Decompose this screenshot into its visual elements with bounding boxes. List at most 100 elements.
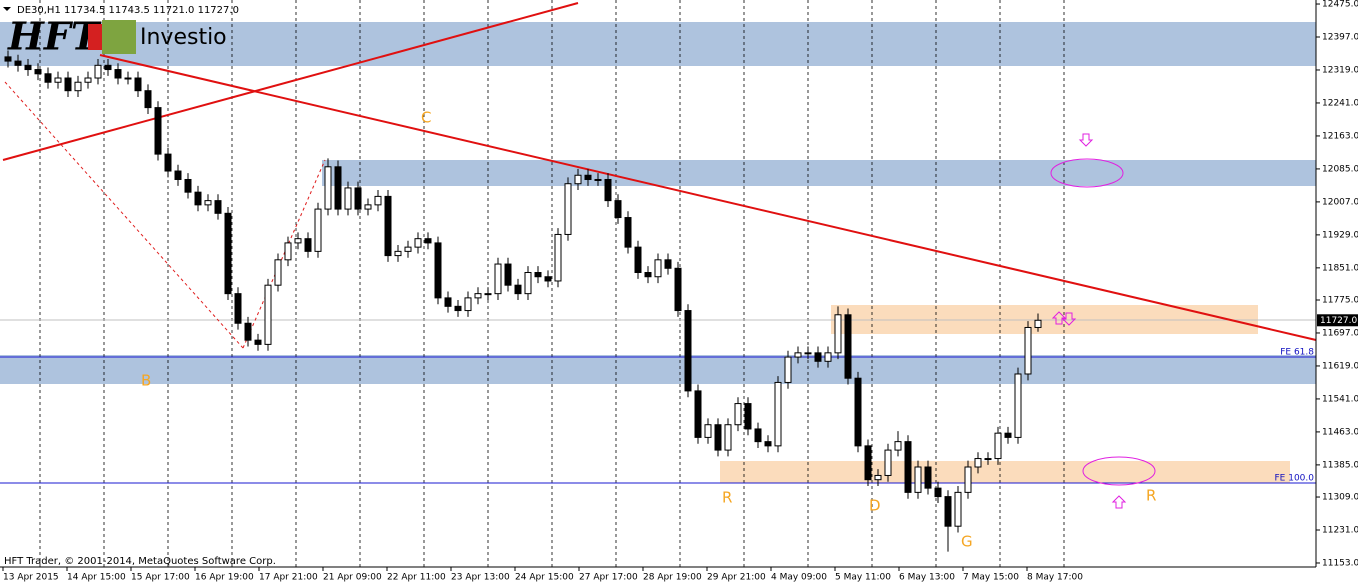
candle-body: [494, 263, 502, 295]
candle-body: [794, 352, 802, 358]
candle-body: [174, 170, 182, 180]
candle-body: [264, 284, 272, 345]
candle-body: [854, 377, 862, 447]
candle-body: [14, 60, 22, 66]
wave-label: G: [961, 533, 973, 551]
candle-body: [254, 339, 262, 345]
candle-body: [124, 77, 132, 80]
candle-body: [114, 69, 122, 79]
candle-body: [564, 183, 572, 235]
candle-body: [274, 259, 282, 286]
support-zone: [0, 355, 1316, 384]
candle-body: [914, 466, 922, 493]
arrow-up: [1111, 495, 1127, 509]
candle-body: [324, 166, 332, 210]
candle-body: [534, 272, 542, 278]
candle-body: [444, 297, 452, 307]
candle-body: [184, 178, 192, 193]
candle-body: [504, 263, 512, 286]
candle-body: [544, 276, 552, 282]
candle-body: [394, 250, 402, 257]
candle-body: [624, 217, 632, 248]
candle-body: [674, 267, 682, 312]
candle-body: [154, 107, 162, 155]
candle-body: [234, 293, 242, 324]
candle-body: [1004, 432, 1012, 438]
y-tick-label: 11463.0: [1322, 427, 1358, 437]
y-tick-label: 11851.0: [1322, 263, 1358, 273]
y-tick-label: 12007.0: [1322, 197, 1358, 207]
trend-line: [2, 2, 579, 161]
candle-body: [204, 200, 212, 206]
candle-body: [924, 466, 932, 489]
x-tick-label: 16 Apr 19:00: [195, 573, 254, 583]
x-tick-label: 14 Apr 15:00: [67, 573, 126, 583]
x-tick-label: 22 Apr 11:00: [387, 573, 446, 583]
target-zone: [720, 461, 1290, 483]
candle-body: [884, 449, 892, 476]
candle-body: [1024, 326, 1032, 375]
y-tick-label: 12475.0: [1322, 0, 1358, 10]
candle-body: [664, 259, 672, 269]
candle-body: [374, 195, 382, 206]
candle-body: [634, 246, 642, 274]
candle-body: [334, 166, 342, 210]
y-tick-label: 12085.0: [1322, 164, 1358, 174]
arrow-down: [1061, 312, 1077, 326]
y-tick-label: 11929.0: [1322, 230, 1358, 240]
candle-body: [304, 238, 312, 252]
resistance-zone: [0, 22, 1316, 66]
candle-body: [44, 73, 52, 83]
y-tick-label: 11619.0: [1322, 361, 1358, 371]
candle-body: [584, 174, 592, 180]
candle-body: [404, 246, 412, 252]
target-ellipse: [1082, 456, 1156, 486]
wave-label: B: [141, 372, 151, 390]
candles: [4, 50, 1042, 552]
fe-label: FE 61.8: [1280, 348, 1314, 358]
last-price-label: 11727.0: [1320, 316, 1357, 326]
candle-body: [524, 272, 532, 295]
candle-body: [954, 491, 962, 527]
candle-body: [514, 284, 522, 295]
candle-body: [824, 352, 832, 362]
candle-body: [104, 64, 112, 71]
fe-label: FE 100.0: [1275, 474, 1315, 484]
wave-label: C: [421, 109, 431, 127]
candle-body: [384, 195, 392, 257]
logo-mark: HFT: [7, 14, 102, 59]
candle-body: [54, 77, 62, 83]
wave-label: D: [869, 497, 881, 515]
candle-body: [554, 233, 562, 282]
y-tick-label: 11309.0: [1322, 493, 1358, 503]
candle-body: [744, 403, 752, 430]
candle-body: [894, 441, 902, 451]
candle-body: [424, 238, 432, 244]
y-tick-label: 11231.0: [1322, 526, 1358, 536]
candle-body: [224, 212, 232, 295]
candle-body: [694, 390, 702, 438]
arrow-down: [1078, 133, 1094, 147]
copyright: HFT Trader, © 2001-2014, MetaQuotes Soft…: [4, 556, 276, 567]
candle-body: [904, 441, 912, 493]
candle-body: [164, 153, 172, 172]
drawings: [0, 2, 1317, 509]
candle-body: [994, 432, 1002, 460]
x-tick-label: 15 Apr 17:00: [131, 573, 190, 583]
candle-body: [464, 297, 472, 312]
candle-body: [1014, 373, 1022, 438]
candle-body: [1034, 319, 1042, 328]
x-tick-label: 5 May 11:00: [835, 573, 891, 583]
candle-body: [774, 381, 782, 447]
y-tick-label: 11153.0: [1322, 558, 1358, 568]
candle-body: [294, 238, 302, 244]
candle-body: [484, 293, 492, 296]
candle-body: [834, 314, 842, 354]
candle-body: [964, 466, 972, 493]
candle-body: [194, 191, 202, 206]
candle-body: [974, 458, 982, 468]
candle-body: [814, 352, 822, 362]
candle-body: [684, 310, 692, 392]
trend-line: [99, 54, 1317, 341]
